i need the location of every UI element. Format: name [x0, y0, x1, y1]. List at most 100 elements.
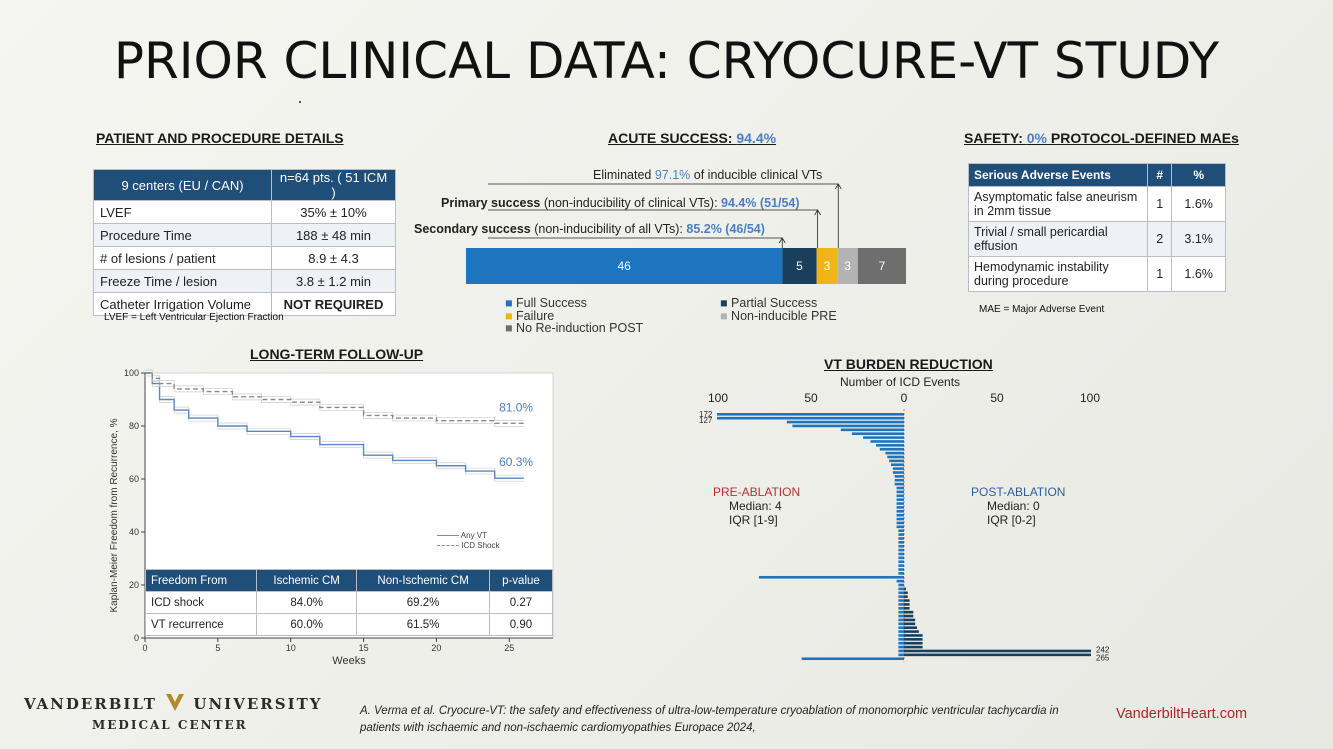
acute-heading-value: 94.4%	[736, 130, 777, 146]
legend-square-icon: ■	[720, 308, 728, 323]
legend-item: ■ No Re-induction POST	[505, 322, 643, 335]
bracket-arrow-icon	[814, 209, 821, 216]
x-tick-label: 20	[431, 643, 441, 653]
table-row: Procedure Time 188 ± 48 min	[93, 223, 396, 247]
logo-text-right: UNIVERSITY	[193, 695, 323, 713]
pre-ablation-bar	[792, 424, 904, 428]
safety-heading-prefix: SAFETY:	[964, 130, 1027, 146]
y-tick-label: 40	[129, 527, 139, 537]
post-ablation-bar	[904, 587, 906, 591]
event-percent: 3.1%	[1171, 221, 1226, 257]
pre-ablation-bar	[898, 638, 904, 641]
bar-segment	[837, 248, 858, 284]
x-tick-label: 100	[1080, 391, 1100, 405]
row-value: 188 ± 48 min	[271, 223, 396, 247]
pre-ablation-bar	[870, 440, 904, 443]
post-ablation-bar	[904, 641, 923, 645]
pre-ablation-bar	[898, 630, 904, 633]
pre-ablation-bar	[892, 467, 904, 470]
pre-ablation-bar	[898, 560, 904, 564]
pre-ablation-bar	[898, 552, 904, 556]
row-value: 35% ± 10%	[271, 200, 396, 224]
pre-iqr: IQR [1-9]	[729, 513, 778, 527]
bar-annotation: 127	[699, 416, 713, 425]
pre-ablation-bar	[898, 541, 904, 544]
acute-legend-2: ■ Partial Success ■ Non-inducible PRE	[720, 297, 837, 322]
post-ablation-bar	[904, 649, 1091, 653]
bar-segment	[466, 248, 783, 284]
x-tick-label: 25	[504, 643, 514, 653]
legend-label: Full Success	[516, 296, 587, 310]
pre-ablation-bar	[898, 564, 904, 567]
pre-ablation-bar	[851, 432, 904, 435]
y-tick-label: 60	[129, 474, 139, 484]
eliminated-value: 97.1%	[654, 168, 691, 182]
pre-ablation-bar	[898, 556, 904, 560]
pre-ablation-bar	[863, 436, 904, 439]
header-cell: #	[1146, 163, 1173, 187]
pre-ablation-bar	[898, 544, 904, 548]
table-row: Freeze Time / lesion 3.8 ± 1.2 min	[93, 269, 396, 293]
row-label: Catheter Irrigation Volume	[93, 292, 272, 316]
event-count: 1	[1146, 186, 1173, 222]
header-cell: 9 centers (EU / CAN)	[93, 169, 272, 201]
safety-heading-suffix: PROTOCOL-DEFINED MAEs	[1046, 130, 1239, 146]
pre-ablation-bar	[896, 486, 904, 490]
post-iqr: IQR [0-2]	[987, 513, 1036, 527]
bracket-arrow-icon	[778, 237, 786, 244]
pre-ablation-bar	[898, 614, 904, 618]
event-count: 2	[1146, 221, 1173, 257]
pre-ablation-bar	[896, 513, 904, 517]
stray-dot	[299, 101, 301, 103]
post-ablation-bar	[904, 599, 910, 602]
safety-table-header: Serious Adverse Events # %	[968, 163, 1226, 187]
post-median: Median: 0	[987, 499, 1040, 513]
primary-success-label: Primary success (non-inducibility of cli…	[441, 196, 800, 210]
x-tick-label: 5	[215, 643, 220, 653]
pre-ablation-bar	[898, 607, 904, 610]
pre-ablation-bar	[890, 463, 904, 467]
pre-ablation-bar	[717, 413, 904, 416]
pre-ablation-bar	[889, 459, 904, 463]
event-percent: 1.6%	[1171, 256, 1226, 292]
y-tick-label: 100	[124, 368, 139, 378]
pre-ablation-bar	[898, 587, 904, 591]
pre-ablation-bar	[898, 572, 904, 575]
bar-segment	[857, 248, 906, 284]
post-ablation-bar	[904, 618, 916, 622]
pre-ablation-bar	[894, 478, 904, 482]
bar-annotation: 172	[699, 410, 713, 419]
acute-heading-prefix: ACUTE SUCCESS:	[608, 130, 737, 146]
post-ablation-bar	[904, 630, 919, 633]
legend-label: Partial Success	[731, 296, 818, 310]
y-tick-label: 20	[129, 580, 139, 590]
vanderbilt-logo: VANDERBILT UNIVERSITY	[24, 694, 322, 713]
eliminated-post: of inducible clinical VTs	[690, 168, 823, 182]
table-row: Trivial / small pericardial effusion 2 3…	[968, 221, 1226, 257]
legend-label: ICD Shock	[461, 541, 500, 550]
x-tick-label: 15	[359, 643, 369, 653]
freedom-table-header: Freedom From Ischemic CM Non-Ischemic CM…	[145, 569, 554, 592]
pre-ablation-bar	[898, 603, 904, 606]
header-cell: Ischemic CM	[255, 569, 358, 592]
bar-segment	[816, 248, 838, 284]
row-value: 61.5%	[356, 613, 490, 636]
pre-ablation-bar	[896, 521, 904, 525]
legend-square-icon: ■	[505, 321, 513, 335]
pre-ablation-bar	[896, 490, 904, 494]
citation: A. Verma et al. Cryocure-VT: the safety …	[360, 705, 1059, 734]
legend-square-icon: ■	[505, 296, 513, 310]
row-value: 0.27	[488, 591, 554, 614]
table-row: LVEF 35% ± 10%	[93, 200, 396, 224]
bar-segment-label: 3	[824, 259, 831, 273]
safety-heading: SAFETY: 0% PROTOCOL-DEFINED MAEs	[964, 130, 1239, 146]
pre-ablation-bar	[898, 533, 904, 536]
event-name: Trivial / small pericardial effusion	[968, 221, 1148, 257]
burden-axis-title: Number of ICD Events	[840, 375, 961, 389]
row-value: 8.9 ± 4.3	[271, 246, 396, 270]
legend-item: ■ Failure	[505, 309, 643, 323]
website-link[interactable]: VanderbiltHeart.com	[1116, 706, 1248, 722]
pre-ablation-bar	[717, 416, 904, 420]
post-ablation-bar	[904, 645, 923, 649]
primary-mid: (non-inducibility of clinical VTs):	[540, 196, 722, 210]
